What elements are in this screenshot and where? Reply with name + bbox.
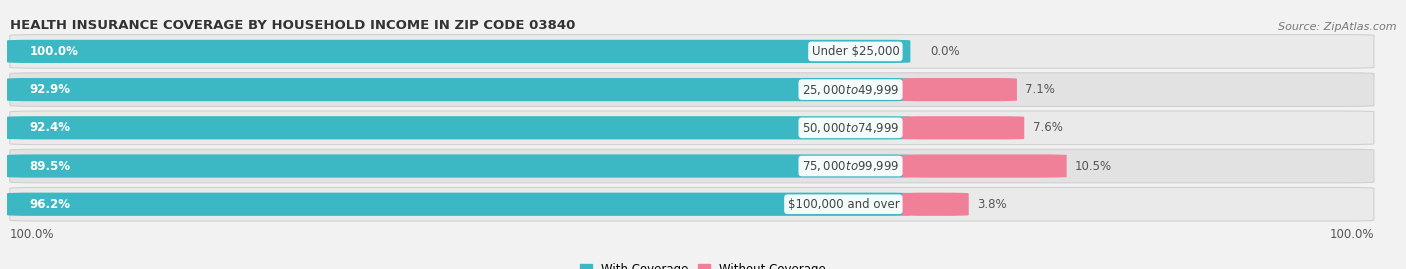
Text: 100.0%: 100.0%: [1330, 228, 1374, 240]
Text: $50,000 to $74,999: $50,000 to $74,999: [801, 121, 900, 135]
Text: $25,000 to $49,999: $25,000 to $49,999: [801, 83, 900, 97]
Text: 7.6%: 7.6%: [1032, 121, 1063, 134]
Text: $100,000 and over: $100,000 and over: [787, 198, 900, 211]
FancyBboxPatch shape: [10, 73, 1374, 107]
Text: 0.0%: 0.0%: [929, 45, 959, 58]
Legend: With Coverage, Without Coverage: With Coverage, Without Coverage: [579, 263, 827, 269]
FancyBboxPatch shape: [903, 116, 1024, 139]
FancyBboxPatch shape: [7, 116, 911, 139]
Text: 100.0%: 100.0%: [10, 228, 55, 240]
FancyBboxPatch shape: [7, 154, 911, 178]
Text: $75,000 to $99,999: $75,000 to $99,999: [801, 159, 900, 173]
Text: 10.5%: 10.5%: [1076, 160, 1112, 172]
Text: 89.5%: 89.5%: [30, 160, 70, 172]
FancyBboxPatch shape: [903, 78, 1017, 101]
FancyBboxPatch shape: [7, 193, 911, 216]
FancyBboxPatch shape: [903, 193, 969, 216]
Text: 92.9%: 92.9%: [30, 83, 70, 96]
FancyBboxPatch shape: [7, 40, 911, 63]
Text: Under $25,000: Under $25,000: [811, 45, 900, 58]
FancyBboxPatch shape: [903, 154, 1067, 178]
Text: 3.8%: 3.8%: [977, 198, 1007, 211]
Text: HEALTH INSURANCE COVERAGE BY HOUSEHOLD INCOME IN ZIP CODE 03840: HEALTH INSURANCE COVERAGE BY HOUSEHOLD I…: [10, 19, 575, 31]
FancyBboxPatch shape: [10, 35, 1374, 68]
FancyBboxPatch shape: [10, 149, 1374, 183]
Text: 96.2%: 96.2%: [30, 198, 70, 211]
FancyBboxPatch shape: [10, 187, 1374, 221]
Text: 7.1%: 7.1%: [1025, 83, 1054, 96]
FancyBboxPatch shape: [7, 78, 911, 101]
Text: 92.4%: 92.4%: [30, 121, 70, 134]
Text: 100.0%: 100.0%: [30, 45, 79, 58]
Text: Source: ZipAtlas.com: Source: ZipAtlas.com: [1278, 22, 1396, 31]
FancyBboxPatch shape: [10, 111, 1374, 145]
